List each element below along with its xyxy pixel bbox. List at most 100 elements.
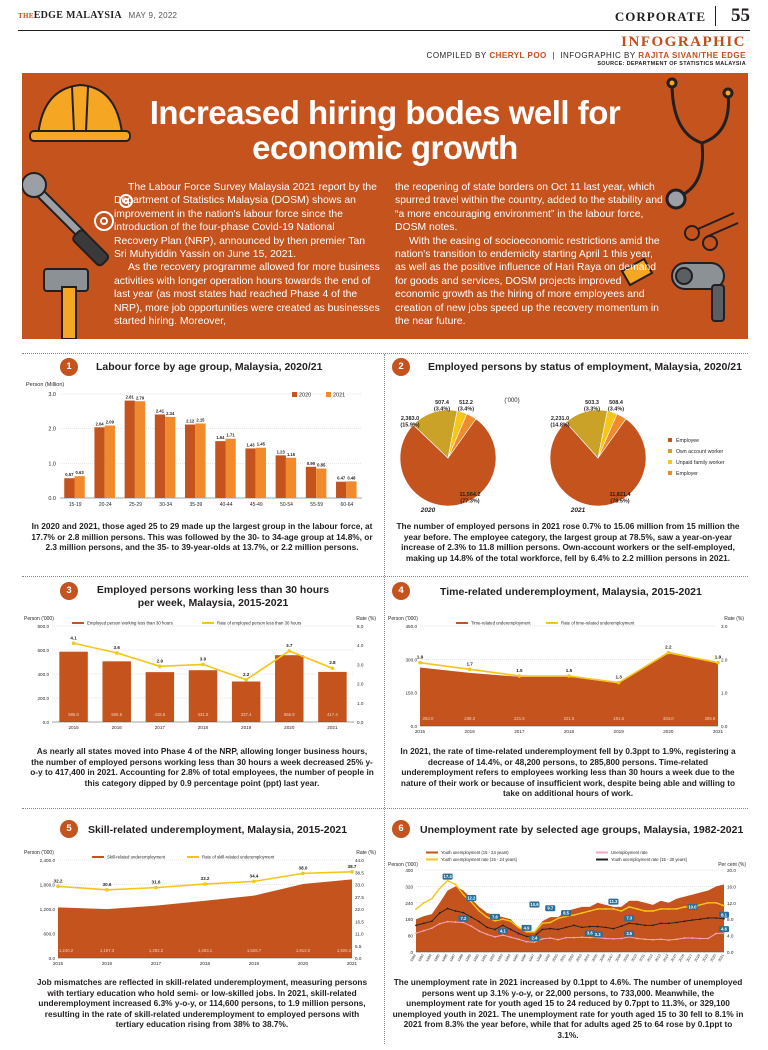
slice-label: 2,231.0 (14.8%) <box>550 416 569 429</box>
header-divider <box>715 6 716 26</box>
bar-value-label: 505.5 <box>111 712 122 717</box>
x-tick-label: 2015 <box>53 961 64 966</box>
bar-2021-20-24 <box>104 425 115 498</box>
y-tick-label: 0.0 <box>49 956 56 961</box>
x-tick-label: 1982 <box>409 954 416 963</box>
rate-label: 33.2 <box>201 876 210 881</box>
line-point <box>525 931 528 933</box>
line-Unemployment rate <box>415 921 725 943</box>
bar-value-label: 337.4 <box>241 712 252 717</box>
line-point <box>509 936 512 939</box>
bar-2021-30-34 <box>165 416 176 498</box>
y-tick-label: 200.0 <box>38 696 50 701</box>
area-youth-unemployment <box>416 884 724 952</box>
pie-slice-Employer <box>597 413 627 459</box>
line-point <box>612 927 615 930</box>
x-tick-label: 2016 <box>678 954 685 963</box>
bar-value-label: 334.0 <box>663 716 674 721</box>
area-Time-related underemployment <box>420 651 718 726</box>
line-point <box>462 911 465 914</box>
line-point <box>659 922 662 925</box>
point-label-bg <box>624 930 635 937</box>
line-point <box>588 936 591 939</box>
x-tick-label: 1998 <box>536 954 543 963</box>
line-point <box>494 935 496 938</box>
data-label: 1.23 <box>277 449 286 454</box>
point-label: 3.3 <box>595 932 601 937</box>
bar-2017 <box>145 672 175 722</box>
bar-value-label: 415.5 <box>154 712 165 717</box>
legend-swatch <box>668 449 672 453</box>
point-label: 12.2 <box>467 895 476 900</box>
line-point <box>644 910 646 912</box>
panel-title: Labour force by age group, Malaysia, 202… <box>96 361 323 373</box>
y2-tick-label: 8.0 <box>727 917 734 922</box>
x-tick-label: 2019 <box>702 954 709 963</box>
y-axis-title: Person ('000) <box>24 616 54 622</box>
x-tick-label: 50-54 <box>280 502 293 508</box>
line-point <box>683 937 686 939</box>
line-point <box>699 903 702 906</box>
x-tick-label: 2009 <box>623 954 630 963</box>
line-point <box>557 938 560 941</box>
point-label: 3.6 <box>587 931 593 936</box>
point-label: 4.6 <box>721 927 727 932</box>
line-point <box>422 929 425 932</box>
line-point <box>454 921 457 923</box>
rate-point <box>301 871 305 876</box>
bar-2019 <box>231 681 261 722</box>
y-tick-label: 0 <box>410 950 413 955</box>
line-point <box>438 887 441 890</box>
line-point <box>715 917 718 919</box>
y-tick-label: 150.0 <box>406 691 418 696</box>
chart-caption: In 2021, the rate of time-related undere… <box>400 746 736 799</box>
x-tick-label: 2005 <box>591 954 598 963</box>
line-point <box>691 919 694 921</box>
data-label: 2.81 <box>126 395 135 400</box>
rate-label: 31.6 <box>152 880 161 885</box>
line-point <box>446 907 449 910</box>
rate-label: 3.7 <box>286 643 293 648</box>
legend-swatch <box>668 471 672 475</box>
line-point <box>612 937 615 940</box>
issue-date: MAY 9, 2022 <box>128 11 178 20</box>
x-tick-label: 1990 <box>473 954 480 963</box>
line-point <box>707 937 710 940</box>
line-point <box>675 938 678 941</box>
x-tick-label: 1997 <box>528 954 535 963</box>
slice-label: 507.4 (3.4%) <box>434 400 450 413</box>
chart-caption: Job mismatches are reflected in skill-re… <box>36 977 368 1030</box>
line-Youth unemployment rate (15 - 30 years) <box>415 908 725 937</box>
bar-2020-30-34 <box>154 414 166 498</box>
line-point <box>636 937 639 940</box>
stethoscope-icon <box>665 77 734 210</box>
line-point <box>415 908 417 910</box>
data-label: 2.12 <box>186 419 195 424</box>
x-tick-label: 2014 <box>662 954 669 963</box>
panel-title: Employed persons working less than 30 ho… <box>96 584 330 609</box>
pie-year-label: 2020 <box>420 507 436 514</box>
pie-slice-Own account worker <box>412 409 458 459</box>
banner-title: Increased hiring bodes well for economic… <box>149 94 621 166</box>
line-point <box>478 920 481 923</box>
x-tick-label: 2015 <box>68 725 79 730</box>
x-tick-label: 1995 <box>512 954 519 963</box>
point-label: 9.7 <box>547 906 553 911</box>
line-point <box>652 924 654 927</box>
bar-value-label: 221.5 <box>514 716 525 721</box>
x-tick-label: 35-39 <box>190 502 203 508</box>
rate-label: 1.5 <box>516 668 523 673</box>
bar-2021-15-19 <box>74 476 85 498</box>
point-label-bg <box>719 926 729 933</box>
rate-label: 2.9 <box>157 658 164 663</box>
chart-caption: The number of employed persons in 2021 r… <box>396 521 740 563</box>
line-point <box>478 930 481 932</box>
rate-point <box>105 888 109 892</box>
y2-tick-label: 0.0 <box>357 720 364 725</box>
x-tick-label: 2015 <box>415 729 426 734</box>
line-point <box>494 928 496 931</box>
x-tick-label: 1983 <box>417 954 424 963</box>
point-label-bg <box>624 915 635 922</box>
line-point <box>565 936 567 939</box>
line-point <box>588 925 591 928</box>
